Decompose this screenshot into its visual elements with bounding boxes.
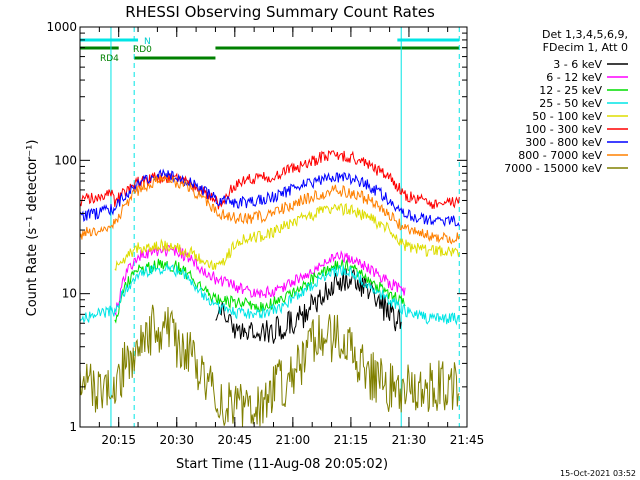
legend-label-6: 300 - 800 keV — [525, 136, 602, 149]
annotation-rd0: RD0 — [133, 45, 152, 55]
annotation-rd4: RD4 — [100, 54, 119, 64]
series-line-8 — [79, 304, 460, 428]
x-tick-label-0: 20:15 — [101, 433, 136, 447]
axes: 1 10 100 1000 20:15 20:30 20:45 21:00 21:15 21:30… — [46, 20, 484, 447]
y-tick-label-3: 1000 — [46, 20, 77, 34]
annotation-n: N — [144, 37, 151, 47]
y-tick-label-0: 1 — [69, 420, 77, 434]
legend-label-1: 6 - 12 keV — [546, 71, 602, 84]
footer-timestamp: 15-Oct-2021 03:52 — [560, 469, 636, 478]
legend-label-2: 12 - 25 keV — [539, 84, 602, 97]
series-line-3 — [79, 262, 460, 326]
info-fdecim: FDecim 1, Att 0 — [543, 41, 628, 54]
series-line-4 — [114, 202, 460, 272]
x-tick-label-4: 21:15 — [334, 433, 369, 447]
x-tick-label-1: 20:30 — [159, 433, 194, 447]
series-line-2 — [114, 258, 406, 324]
series-line-5 — [79, 150, 460, 210]
y-tick-label-2: 100 — [54, 153, 77, 167]
legend-label-4: 50 - 100 keV — [532, 110, 602, 123]
y-tick-label-1: 10 — [62, 287, 77, 301]
legend-label-8: 7000 - 15000 keV — [504, 162, 602, 175]
legend-label-7: 800 - 7000 keV — [518, 149, 602, 162]
legend-label-3: 25 - 50 keV — [539, 97, 602, 110]
info-det: Det 1,3,4,5,6,9, — [542, 28, 628, 41]
x-tick-label-6: 21:45 — [450, 433, 485, 447]
x-tick-label-5: 21:30 — [392, 433, 427, 447]
legend-label-0: 3 - 6 keV — [553, 58, 602, 71]
status-bars — [80, 38, 460, 60]
x-tick-label-2: 20:45 — [218, 433, 253, 447]
series-line-0 — [215, 268, 402, 344]
y-axis-label: Count Rate (s⁻¹ detector⁻¹) — [25, 140, 40, 317]
x-axis-label: Start Time (11-Aug-08 20:05:02) — [176, 457, 388, 472]
legend-label-5: 100 - 300 keV — [525, 123, 602, 136]
x-tick-label-3: 21:00 — [276, 433, 311, 447]
series-line-7 — [79, 174, 460, 245]
series-line-6 — [79, 168, 460, 228]
chart-title: RHESSI Observing Summary Count Rates — [125, 3, 435, 21]
data-series — [79, 150, 460, 428]
